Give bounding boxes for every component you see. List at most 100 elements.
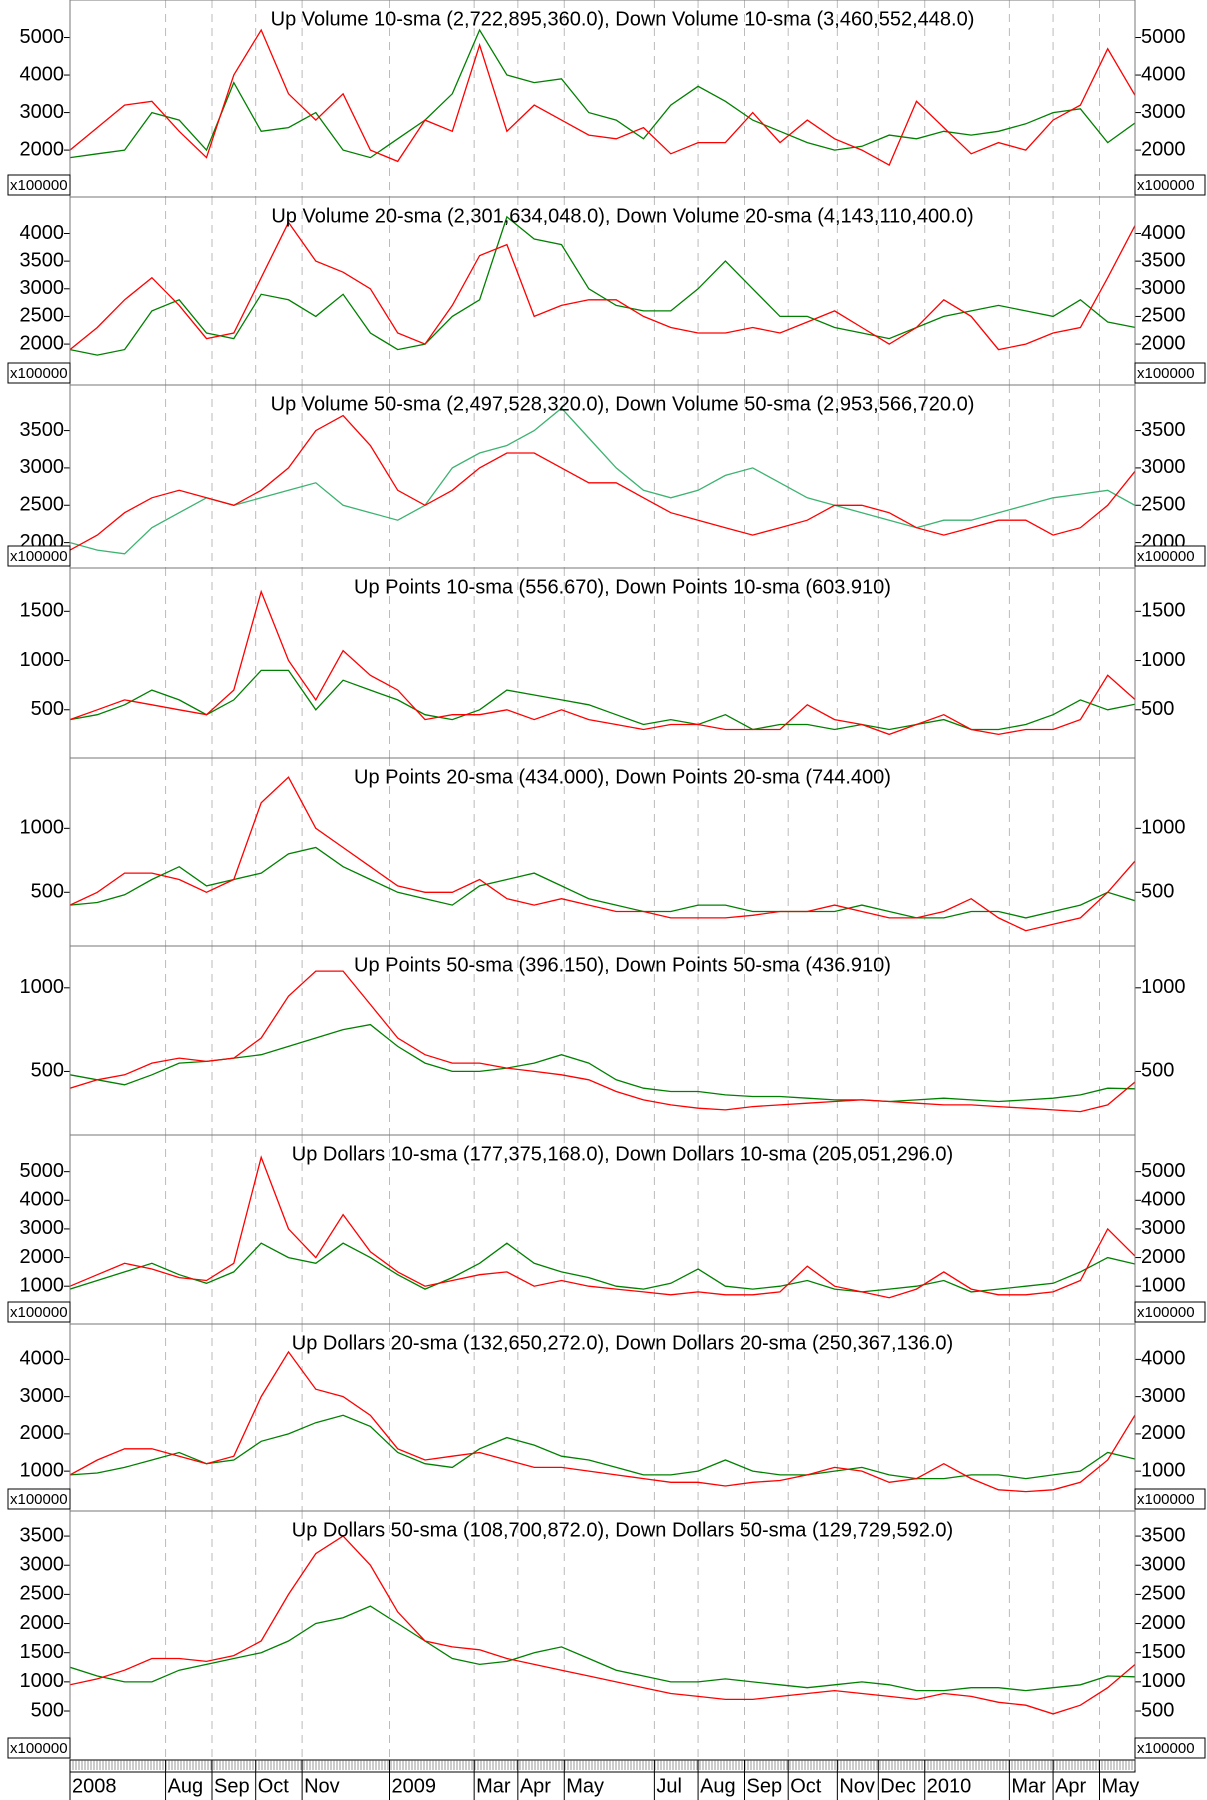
x-tick-label: Aug xyxy=(168,1775,204,1797)
y-tick-label-right: 3000 xyxy=(1141,277,1186,299)
y-tick-label: 1000 xyxy=(20,1274,65,1296)
plot-lines xyxy=(70,28,1135,167)
y-tick-label: 500 xyxy=(31,698,64,720)
series-line xyxy=(70,970,1135,1113)
series-line xyxy=(70,215,1135,356)
y-tick-label: 2000 xyxy=(20,1246,65,1268)
y-tick-label-right: 3500 xyxy=(1141,249,1186,271)
series-line xyxy=(70,1242,1135,1293)
x-tick-label: 2009 xyxy=(392,1775,437,1797)
y-tick-label: 4000 xyxy=(20,1189,65,1211)
scale-box-right xyxy=(1134,545,1206,567)
scale-box-right xyxy=(1134,362,1206,384)
x-tick-label: Sep xyxy=(747,1775,783,1797)
x-tick-label: Aug xyxy=(700,1775,736,1797)
x-tick-label: Apr xyxy=(520,1775,551,1797)
series-line xyxy=(70,221,1135,351)
x-axis-band xyxy=(69,1759,1136,1773)
scale-label: x100000 xyxy=(10,1740,68,1757)
x-tick-label: Oct xyxy=(258,1775,290,1797)
scale-label: x100000 xyxy=(10,548,68,565)
y-tick-label-right: 1000 xyxy=(1141,1670,1186,1692)
y-tick-label-right: 2500 xyxy=(1141,494,1186,516)
plot-lines xyxy=(70,1350,1135,1493)
y-tick-label: 2000 xyxy=(20,332,65,354)
x-tick-label: Apr xyxy=(1055,1775,1086,1797)
y-tick-label: 5000 xyxy=(20,26,65,48)
x-tick-label: Mar xyxy=(1011,1775,1046,1797)
scale-label: x100000 xyxy=(10,1304,68,1321)
panel-title: Up Volume 50-sma (2,497,528,320.0), Down… xyxy=(271,393,975,415)
y-tick-label-right: 4000 xyxy=(1141,1348,1186,1370)
y-tick-label-right: 500 xyxy=(1141,881,1174,903)
y-tick-label: 3500 xyxy=(20,419,65,441)
scale-label: x100000 xyxy=(10,177,68,194)
y-tick-label: 3000 xyxy=(20,101,65,123)
y-tick-label: 3000 xyxy=(20,456,65,478)
panel-title: Up Points 20-sma (434.000), Down Points … xyxy=(354,766,891,788)
y-tick-label: 1500 xyxy=(20,600,65,622)
plot-lines xyxy=(70,776,1135,932)
series-line xyxy=(70,1155,1135,1299)
scale-label: x100000 xyxy=(10,365,68,382)
y-tick-label-right: 2000 xyxy=(1141,138,1186,160)
scale-box xyxy=(7,1301,71,1323)
panel-title: Up Volume 20-sma (2,301,634,048.0), Down… xyxy=(271,205,973,227)
x-tick-label: 2008 xyxy=(72,1775,117,1797)
plot-lines xyxy=(70,1535,1135,1715)
scale-box xyxy=(7,174,71,196)
y-tick-label-right: 5000 xyxy=(1141,1160,1186,1182)
y-tick-label-right: 2000 xyxy=(1141,1422,1186,1444)
panel-title: Up Volume 10-sma (2,722,895,360.0), Down… xyxy=(271,8,975,30)
y-tick-label: 4000 xyxy=(20,1348,65,1370)
scale-box-right xyxy=(1134,174,1206,196)
x-tick-label: Sep xyxy=(214,1775,250,1797)
y-tick-label-right: 1500 xyxy=(1141,1641,1186,1663)
plot-lines xyxy=(70,1155,1135,1299)
scale-label-right: x100000 xyxy=(1137,548,1195,565)
y-tick-label: 1000 xyxy=(20,1459,65,1481)
series-line xyxy=(70,589,1135,736)
series-line xyxy=(70,414,1135,551)
series-line xyxy=(70,28,1135,167)
x-tick-label: 2010 xyxy=(927,1775,972,1797)
panel-title: Up Dollars 20-sma (132,650,272.0), Down … xyxy=(292,1332,953,1354)
y-tick-label-right: 2000 xyxy=(1141,332,1186,354)
y-tick-label: 3500 xyxy=(20,249,65,271)
x-tick-label: Oct xyxy=(790,1775,822,1797)
y-tick-label: 2000 xyxy=(20,138,65,160)
y-tick-label: 3000 xyxy=(20,1217,65,1239)
y-tick-label-right: 500 xyxy=(1141,1699,1174,1721)
y-tick-label: 3000 xyxy=(20,1554,65,1576)
y-tick-label-right: 1000 xyxy=(1141,817,1186,839)
y-tick-label: 4000 xyxy=(20,63,65,85)
panel-title: Up Points 10-sma (556.670), Down Points … xyxy=(354,576,891,598)
x-tick-label: Nov xyxy=(839,1775,875,1797)
series-line xyxy=(70,846,1135,919)
y-tick-label-right: 2000 xyxy=(1141,1246,1186,1268)
y-tick-label-right: 3000 xyxy=(1141,1385,1186,1407)
y-tick-label: 2500 xyxy=(20,1583,65,1605)
plot-lines xyxy=(70,970,1135,1113)
y-tick-label-right: 2500 xyxy=(1141,305,1186,327)
series-line xyxy=(70,1414,1135,1480)
y-tick-label: 500 xyxy=(31,1699,64,1721)
scale-box-right xyxy=(1134,1488,1206,1510)
y-tick-label: 2500 xyxy=(20,494,65,516)
panel-frame xyxy=(69,1510,1136,1761)
y-tick-label-right: 3500 xyxy=(1141,1524,1186,1546)
scale-box xyxy=(7,362,71,384)
y-tick-label: 1000 xyxy=(20,976,65,998)
scale-box xyxy=(7,545,71,567)
x-tick-label: Dec xyxy=(880,1775,916,1797)
scale-label: x100000 xyxy=(10,1491,68,1508)
y-tick-label: 2000 xyxy=(20,1612,65,1634)
y-tick-label-right: 1000 xyxy=(1141,1459,1186,1481)
plot-lines xyxy=(70,215,1135,356)
y-tick-label-right: 4000 xyxy=(1141,222,1186,244)
y-tick-label-right: 1000 xyxy=(1141,976,1186,998)
y-tick-label: 1000 xyxy=(20,649,65,671)
scale-label-right: x100000 xyxy=(1137,365,1195,382)
scale-box xyxy=(7,1737,71,1759)
